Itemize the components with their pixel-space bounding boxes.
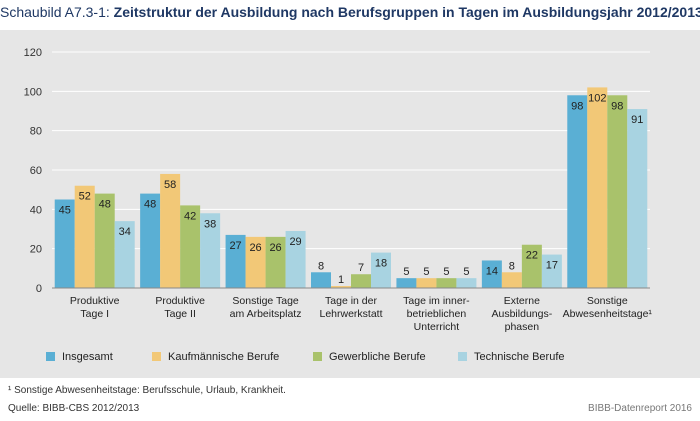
credit-note: BIBB-Datenreport 2016 (588, 403, 692, 414)
source-note: Quelle: BIBB-CBS 2012/2013 (8, 403, 140, 414)
bar (567, 95, 588, 289)
bar-value-label: 48 (144, 199, 156, 211)
x-category-label: Unterricht (414, 321, 460, 333)
bar (521, 244, 542, 288)
y-tick-label: 80 (30, 126, 42, 138)
bar (436, 278, 457, 288)
bar-value-label: 98 (611, 100, 623, 112)
bar-value-label: 45 (59, 205, 71, 217)
bar (351, 274, 371, 288)
bar-value-label: 8 (509, 260, 515, 272)
chart-title: Zeitstruktur der Ausbildung nach Berufsg… (113, 4, 700, 20)
y-tick-label: 120 (24, 47, 42, 59)
bar-value-label: 52 (79, 191, 91, 203)
y-tick-label: 60 (30, 165, 42, 177)
bar (94, 193, 115, 288)
bar-value-label: 29 (289, 236, 301, 248)
bar (587, 87, 608, 289)
x-category-label: Tage I (80, 308, 109, 320)
bar-value-label: 48 (99, 199, 111, 211)
bar-value-label: 98 (571, 100, 583, 112)
legend-label: Kaufmännische Berufe (168, 351, 279, 363)
legend-swatch (46, 352, 55, 361)
footnote: ¹ Sonstige Abwesenheitstage: Berufsschul… (8, 385, 286, 396)
legend-swatch (313, 352, 322, 361)
bar (416, 278, 437, 288)
bar-value-label: 26 (249, 242, 261, 254)
x-category-label: Externe (504, 295, 540, 307)
bar-value-label: 42 (184, 210, 196, 222)
x-category-label: am Arbeitsplatz (230, 308, 302, 320)
x-category-label: Sonstige (587, 295, 628, 307)
bar-value-label: 38 (204, 218, 216, 230)
x-category-label: betrieblichen (407, 308, 467, 320)
bar-value-label: 5 (403, 266, 409, 278)
y-tick-label: 40 (30, 204, 42, 216)
bar-value-label: 17 (546, 260, 558, 272)
bar-value-label: 26 (269, 242, 281, 254)
bar-value-label: 8 (318, 260, 324, 272)
bar-value-label: 5 (463, 266, 469, 278)
y-tick-label: 0 (36, 283, 42, 295)
chart-title-bar: Schaubild A7.3-1: Zeitstruktur der Ausbi… (0, 0, 700, 30)
bar (265, 236, 286, 288)
bar-value-label: 1 (338, 274, 344, 286)
bar (627, 109, 648, 289)
bar-value-label: 58 (164, 179, 176, 191)
legend-label: Technische Berufe (474, 351, 565, 363)
x-category-label: Abwesenheitstage¹ (563, 308, 653, 320)
x-category-label: Tage II (164, 308, 196, 320)
bar-value-label: 18 (375, 258, 387, 270)
bar (200, 213, 221, 288)
bar (245, 236, 266, 288)
bar-value-label: 22 (526, 250, 538, 262)
bar-value-label: 7 (358, 262, 364, 274)
bar-value-label: 27 (229, 240, 241, 252)
x-category-label: Produktive (70, 295, 120, 307)
bar-value-label: 14 (486, 265, 498, 277)
bar (371, 252, 391, 288)
x-category-label: Ausbildungs- (492, 308, 553, 320)
x-category-label: Tage im inner- (403, 295, 470, 307)
bar (311, 272, 331, 288)
y-tick-label: 20 (30, 244, 42, 256)
bar (541, 254, 562, 288)
bar (160, 173, 181, 288)
bar (54, 199, 75, 288)
bar (285, 230, 306, 288)
bar (396, 278, 417, 288)
x-category-label: phasen (505, 321, 540, 333)
figure-label: Schaubild A7.3-1: (0, 4, 110, 20)
bar (114, 221, 135, 288)
x-category-label: Sonstige Tage (232, 295, 299, 307)
bar-value-label: 5 (443, 266, 449, 278)
legend-swatch (152, 352, 161, 361)
bar (501, 272, 522, 288)
legend-swatch (458, 352, 467, 361)
x-category-label: Tage in der (325, 295, 377, 307)
x-category-label: Lehrwerkstatt (319, 308, 382, 320)
bar (607, 95, 628, 289)
bar (74, 185, 95, 288)
bar (225, 234, 246, 288)
y-tick-label: 100 (24, 86, 42, 98)
x-category-label: Produktive (155, 295, 205, 307)
bar (331, 286, 351, 288)
bar (481, 260, 502, 288)
legend-label: Insgesamt (62, 351, 113, 363)
bar-value-label: 34 (119, 226, 131, 238)
bar (180, 205, 201, 288)
bar (456, 278, 477, 288)
bar-value-label: 5 (423, 266, 429, 278)
legend-label: Gewerbliche Berufe (329, 351, 426, 363)
bar-value-label: 91 (631, 114, 643, 126)
bar (140, 193, 161, 288)
bar-value-label: 102 (588, 92, 606, 104)
